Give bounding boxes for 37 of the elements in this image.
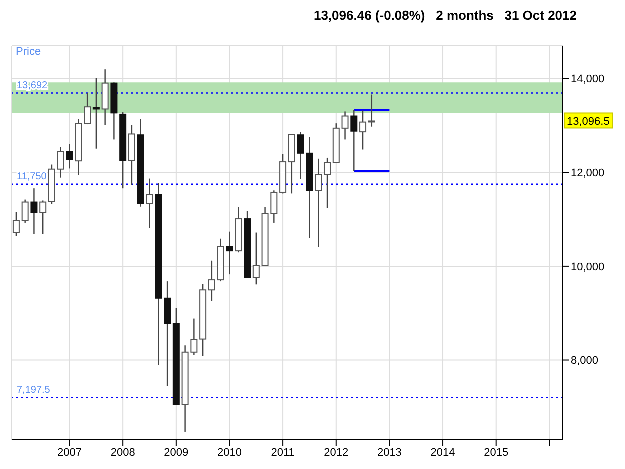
candlestick: [368, 94, 376, 128]
ref-line-label: 7,197.5: [17, 384, 51, 396]
x-tick-label: 2011: [271, 446, 295, 459]
y-axis-title: Price: [16, 46, 42, 58]
candlestick: [226, 231, 234, 276]
ref-line-label: 11,750: [17, 171, 48, 182]
candlestick: [252, 232, 260, 286]
text: 13,096.5: [567, 116, 610, 128]
x-tick-label: 2012: [324, 446, 349, 459]
y-tick-label: 14,000: [571, 74, 605, 86]
candlestick: [40, 200, 47, 235]
candlestick: [146, 178, 154, 229]
x-tick-label: 2008: [110, 446, 136, 459]
y-tick-label: 8,000: [571, 355, 599, 368]
x-tick-label: 2014: [430, 446, 456, 459]
candlestick: [360, 110, 367, 150]
candlestick: [92, 78, 100, 150]
candlestick: [324, 157, 331, 209]
x-tick-label: 2007: [58, 446, 82, 459]
x-tick-label: 2015: [484, 446, 509, 459]
candlestick: [12, 211, 20, 238]
x-tick-label: 2009: [164, 446, 189, 459]
y-tick-label: 10,000: [571, 261, 605, 274]
x-tick-label: 2010: [217, 446, 242, 459]
candlestick: [315, 158, 322, 248]
candlestick: [22, 199, 29, 224]
candlestick: [208, 260, 216, 302]
x-tick-label: 2013: [377, 446, 402, 459]
candlestick: [66, 144, 74, 170]
candlestick: [57, 146, 64, 178]
candlestick: [342, 111, 349, 140]
candlestick: [350, 110, 358, 172]
candlestick: [30, 188, 38, 235]
candlestick: [84, 92, 92, 126]
ref-line-label: 13,692: [17, 80, 48, 92]
chart-title: 13,096.46 (-0.08%) 2 months 31 Oct 2012: [312, 8, 578, 25]
y-tick-label: 12,000: [571, 168, 605, 180]
